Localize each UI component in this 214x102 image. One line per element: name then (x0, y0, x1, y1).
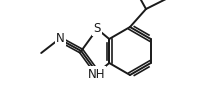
Text: NH: NH (88, 68, 105, 80)
Text: N: N (56, 32, 65, 44)
Text: S: S (94, 22, 101, 34)
